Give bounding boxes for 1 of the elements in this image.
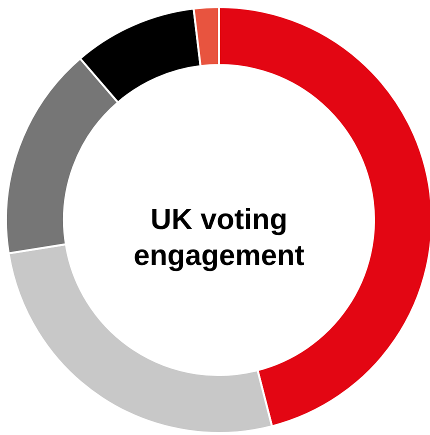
text: UK voting engagement	[134, 204, 305, 272]
